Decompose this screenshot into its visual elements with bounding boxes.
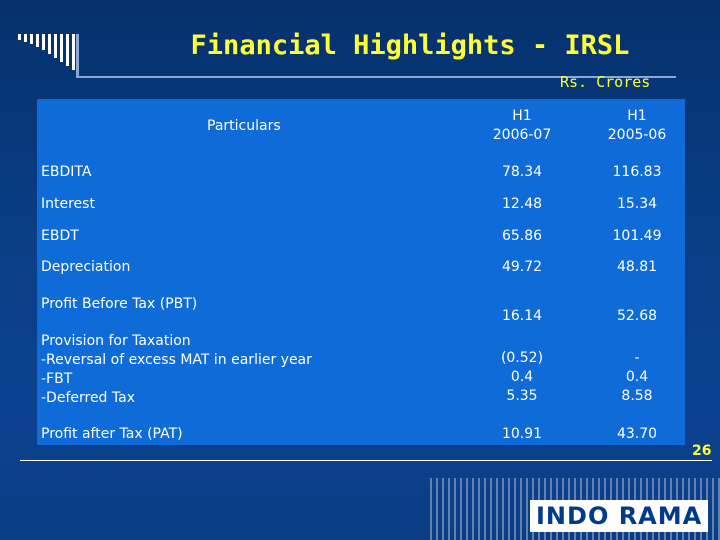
units-label: Rs. Crores: [560, 73, 651, 91]
financial-table: Particulars H1 2006-07 H1 2005-06 EBDITA…: [37, 99, 685, 445]
value-col-a: (0.52) 0.4 5.35: [500, 350, 544, 404]
header-row: H1 2006-07 H1 2005-06: [37, 107, 685, 147]
row-label: Provision for Taxation -Reversal of exce…: [41, 333, 312, 406]
title-underline: [76, 76, 676, 78]
header-particulars: Particulars: [207, 118, 281, 134]
row-label: Interest: [41, 196, 95, 212]
decorative-bars: [18, 34, 82, 78]
value-col-b: 43.70: [616, 426, 658, 442]
row-label: Depreciation: [41, 259, 131, 275]
value-col-a: 49.72: [501, 259, 543, 275]
value-col-a: 78.34: [501, 164, 543, 180]
row-label: EBDT: [41, 228, 79, 244]
value-col-b: 101.49: [612, 228, 662, 244]
company-logo: INDO RAMA: [530, 500, 709, 532]
value-col-b: 52.68: [616, 308, 658, 324]
value-col-b: - 0.4 8.58: [621, 350, 653, 404]
slide-title: Financial Highlights - IRSL: [190, 30, 630, 61]
decorative-vertical-line: [76, 34, 79, 78]
value-col-a: 16.14: [501, 308, 543, 324]
value-col-b: 48.81: [616, 259, 658, 275]
row-label: Profit after Tax (PAT): [41, 426, 183, 442]
value-col-a: 12.48: [501, 196, 543, 212]
page-number: 26: [692, 443, 712, 459]
value-col-b: 116.83: [612, 164, 662, 180]
row-label: EBDITA: [41, 164, 92, 180]
value-col-a: 10.91: [501, 426, 543, 442]
header-col-b: H1 2005-06: [607, 108, 667, 143]
header-col-a: H1 2006-07: [492, 108, 552, 143]
value-col-b: 15.34: [616, 196, 658, 212]
footer-divider: [20, 460, 712, 461]
row-label: Profit Before Tax (PBT): [41, 296, 198, 312]
value-col-a: 65.86: [501, 228, 543, 244]
